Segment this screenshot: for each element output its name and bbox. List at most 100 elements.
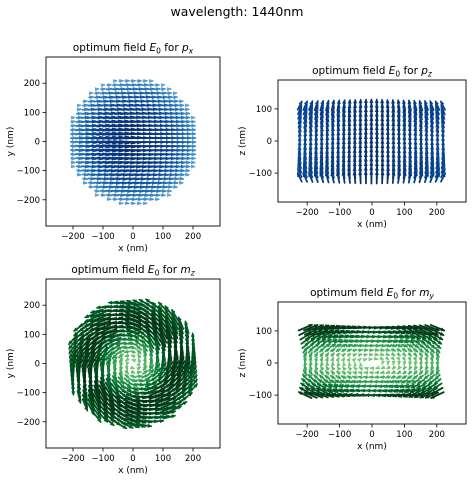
quiver-arrowhead [77, 107, 83, 112]
quiver-arrowhead [78, 331, 84, 337]
quiver-arrowhead [359, 361, 363, 367]
quiver-arrowhead [346, 371, 352, 376]
quiver-arrowhead [345, 379, 351, 384]
quiver-arrowhead [95, 313, 100, 318]
quiver-arrowhead [73, 331, 78, 337]
quiver-arrowhead [347, 98, 352, 104]
quiver-arrowhead [71, 136, 77, 141]
quiver-arrowhead [361, 384, 366, 389]
quiver-arrowhead [89, 388, 94, 394]
quiver-arrowhead [108, 189, 114, 193]
quiver-arrowhead [180, 164, 186, 169]
panel-title: optimum field E0 for px [73, 42, 194, 56]
quiver-arrowhead [191, 123, 197, 128]
quiver-arrowhead [391, 360, 396, 366]
quiver-arrowhead [332, 339, 338, 343]
quiver-arrowhead [108, 386, 112, 392]
quiver-arrowhead [439, 331, 445, 336]
quiver-arrowhead [112, 325, 117, 330]
quiver-arrowhead [71, 140, 77, 144]
quiver-arrowhead [90, 176, 96, 181]
quiver-arrowhead [124, 369, 129, 375]
quiver-arrowhead [192, 365, 197, 371]
quiver-arrowhead [112, 79, 118, 84]
quiver-arrowhead [94, 331, 100, 335]
quiver-arrowhead [431, 340, 437, 345]
quiver-arrowhead [181, 115, 186, 120]
quiver-arrowhead [338, 384, 344, 388]
quiver-arrowhead [156, 87, 161, 92]
quiver-arrowhead [119, 79, 125, 83]
quiver-arrowhead [353, 366, 358, 372]
quiver-arrowhead [132, 83, 137, 87]
quiver-arrowhead [432, 385, 438, 390]
quiver-arrowhead [162, 95, 168, 100]
quiver-arrowhead [413, 352, 418, 358]
quiver-arrowhead [89, 184, 95, 189]
quiver-arrowhead [138, 83, 143, 87]
quiver-arrowhead [123, 349, 129, 354]
quiver-arrowhead [74, 349, 79, 355]
y-axis-label: z (nm) [238, 348, 248, 377]
quiver-arrowhead [399, 384, 405, 389]
quiver-arrowhead [330, 356, 334, 362]
title-symbol: E [148, 264, 155, 276]
quiver-arrowhead [71, 160, 76, 165]
quiver-arrowhead [128, 392, 134, 397]
panel-px: optimum field E0 for px−200 −100 0 100 200−2… [6, 42, 221, 254]
quiver-arrowhead [394, 379, 400, 384]
quiver-arrowhead [330, 370, 336, 376]
quiver-arrowhead [393, 384, 399, 389]
quiver-arrowhead [95, 188, 101, 193]
quiver-arrowhead [117, 353, 123, 359]
title-for: for [400, 65, 421, 77]
quiver-arrowhead [120, 337, 126, 342]
quiver-arrowhead [110, 410, 115, 416]
quiver-arrowhead [101, 379, 106, 385]
quiver-arrowhead [71, 119, 77, 124]
quiver-arrowhead [150, 189, 156, 193]
quiver-arrowhead [97, 403, 101, 409]
quiver-arrowhead [131, 201, 137, 206]
quiver-arrowhead [70, 164, 76, 169]
quiver-arrowhead [77, 395, 82, 401]
quiver-arrowhead [91, 353, 97, 359]
quiver-arrowhead [70, 370, 75, 376]
quiver-arrowhead [321, 388, 327, 392]
quiver-arrowhead [184, 320, 189, 326]
quiver-arrowhead [179, 103, 185, 108]
quiver-arrowhead [376, 388, 382, 393]
quiver-arrowhead [97, 410, 102, 416]
quiver-arrowhead [390, 374, 396, 379]
y-tick-label: 100 [24, 108, 40, 118]
quiver-arrowhead [106, 364, 111, 370]
quiver-arrowhead [186, 127, 192, 132]
quiver-arrowhead [435, 353, 440, 359]
quiver-arrowhead [124, 353, 130, 358]
quiver-arrowhead [408, 361, 413, 367]
quiver-arrowhead [103, 395, 107, 401]
quiver-arrowhead [137, 370, 143, 375]
quiver-arrowhead [71, 124, 77, 128]
quiver-arrowhead [359, 393, 364, 397]
quiver-arrowhead [120, 193, 126, 198]
quiver-arrowhead [142, 343, 147, 349]
quiver-arrowhead [103, 399, 108, 405]
quiver-arrowhead [402, 347, 408, 352]
quiver-arrowhead [341, 352, 346, 358]
quiver-arrowhead [80, 358, 85, 364]
quiver-arrowhead [125, 328, 131, 333]
quiver-arrowhead [112, 312, 118, 317]
quiver-arrowhead [357, 375, 362, 380]
quiver-arrowhead [101, 87, 107, 92]
quiver-arrowhead [382, 388, 387, 393]
quiver-arrowhead [319, 356, 324, 362]
quiver-arrowhead [122, 425, 128, 429]
quiver-arrowhead [114, 385, 119, 391]
quiver-arrowhead [130, 405, 136, 410]
quiver-arrowhead [112, 308, 118, 313]
quiver-arrowhead [327, 338, 333, 343]
quiver-arrowhead [100, 313, 106, 318]
quiver-arrowhead [408, 394, 414, 398]
quiver-arrowhead [412, 375, 418, 380]
